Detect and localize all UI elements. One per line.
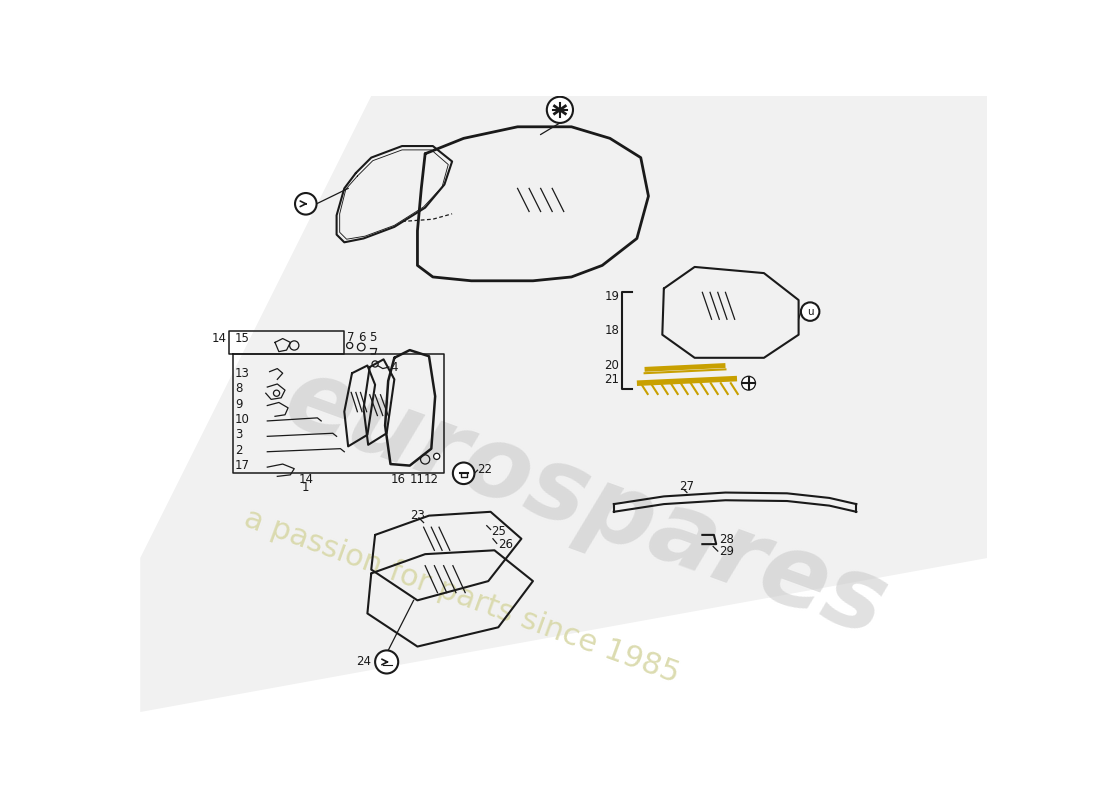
Text: 24: 24 xyxy=(356,655,372,669)
Text: 20: 20 xyxy=(604,359,619,372)
Text: 22: 22 xyxy=(477,463,493,476)
Text: 8: 8 xyxy=(235,382,242,395)
Polygon shape xyxy=(141,96,988,712)
Text: 14: 14 xyxy=(298,473,314,486)
Text: 13: 13 xyxy=(235,366,250,380)
Text: 6: 6 xyxy=(359,330,366,343)
Text: u: u xyxy=(806,307,814,318)
Text: 4: 4 xyxy=(390,361,398,374)
Circle shape xyxy=(547,97,573,123)
Text: 7: 7 xyxy=(346,330,354,343)
Text: 18: 18 xyxy=(604,324,619,338)
Circle shape xyxy=(375,650,398,674)
Text: 9: 9 xyxy=(235,398,242,410)
Text: 5: 5 xyxy=(370,330,376,343)
Text: 25: 25 xyxy=(492,525,506,538)
Text: 23: 23 xyxy=(409,509,425,522)
Circle shape xyxy=(801,302,820,321)
Circle shape xyxy=(295,193,317,214)
Text: 26: 26 xyxy=(498,538,514,551)
Text: 14: 14 xyxy=(211,332,227,345)
Text: 16: 16 xyxy=(390,473,406,486)
Circle shape xyxy=(433,454,440,459)
Text: 10: 10 xyxy=(235,413,250,426)
Text: 15: 15 xyxy=(234,332,249,345)
Text: 29: 29 xyxy=(719,546,735,558)
Text: 2: 2 xyxy=(235,444,242,457)
Circle shape xyxy=(453,462,474,484)
Text: 1: 1 xyxy=(302,481,309,494)
Text: 27: 27 xyxy=(680,480,694,493)
Text: 21: 21 xyxy=(604,373,619,386)
Text: 12: 12 xyxy=(424,473,439,486)
Text: eurospares: eurospares xyxy=(271,350,899,658)
Text: 3: 3 xyxy=(235,428,242,442)
Text: a passion for parts since 1985: a passion for parts since 1985 xyxy=(241,504,683,689)
Text: 28: 28 xyxy=(719,533,734,546)
Text: 19: 19 xyxy=(604,290,619,302)
Circle shape xyxy=(741,376,756,390)
Text: 11: 11 xyxy=(410,473,425,486)
Text: 17: 17 xyxy=(235,459,250,472)
